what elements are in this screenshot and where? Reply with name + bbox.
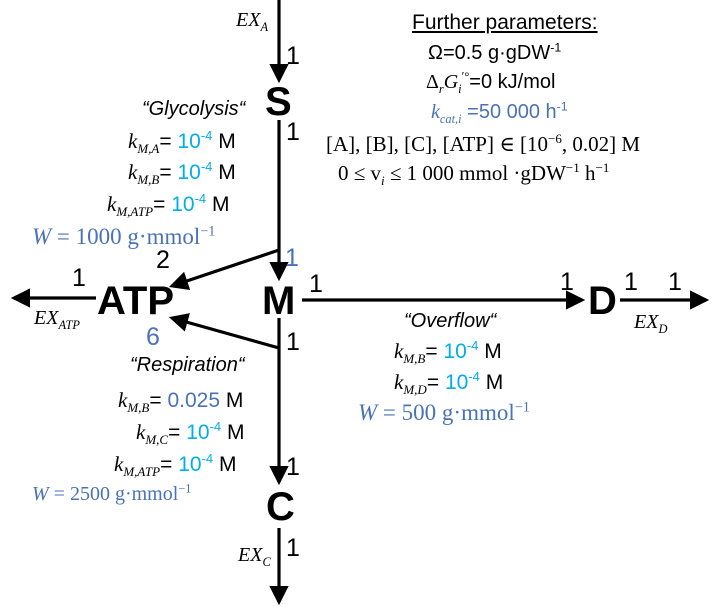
arrow-resp-to-atp <box>168 313 280 350</box>
exchange-d-label: EXD <box>634 311 668 336</box>
flux-bounds: 0 ≤ vi ≤ 1 000 mmol ·gDW−1 h−1 <box>338 160 610 189</box>
coef-m-out-respiration: 1 <box>286 328 300 356</box>
respiration-weight: W = 2500 g·mmol−1 <box>32 481 192 505</box>
exchange-atp-label: EXATP <box>34 307 81 332</box>
coef-atp-respiration: 6 <box>146 323 160 351</box>
metabolite-c: C <box>266 485 295 529</box>
kcat-parameter: kcat,i =50 000 h-1 <box>431 99 568 126</box>
glycolysis-km-b: kM,B= 10-4 M <box>128 159 236 188</box>
exchange-c-label: EXC <box>238 544 271 569</box>
overflow-name: “Overflow“ <box>404 310 497 332</box>
coef-s-out: 1 <box>286 118 300 146</box>
glycolysis-km-atp: kM,ATP= 10-4 M <box>107 191 230 220</box>
overflow-weight: W = 500 g·mmol−1 <box>358 399 530 425</box>
respiration-name: “Respiration“ <box>130 354 245 376</box>
further-parameters-title: Further parameters: <box>412 11 598 34</box>
coef-exa-in: 1 <box>286 42 300 70</box>
respiration-km-c: kM,C= 10-4 M <box>136 419 245 448</box>
glycolysis-km-a: kM,A= 10-4 M <box>128 128 236 157</box>
overflow-km-d: kM,D= 10-4 M <box>394 369 504 398</box>
concentration-bounds: [A], [B], [C], [ATP] ∈ [10−6, 0.02] M <box>326 131 641 156</box>
exchange-a-label: EXA <box>236 9 269 34</box>
omega-parameter: Ω=0.5 g·gDW-1 <box>428 40 562 64</box>
coef-c-out: 1 <box>286 534 300 562</box>
coef-d-in: 1 <box>560 268 574 296</box>
coef-m-out-overflow: 1 <box>309 270 323 298</box>
delta-g-parameter: ΔrGi′°=0 kJ/mol <box>426 69 556 96</box>
arrow-glyc-to-atp <box>168 248 280 290</box>
metabolite-s: S <box>265 80 292 124</box>
metabolite-atp: ATP <box>97 279 175 323</box>
respiration-km-atp: kM,ATP= 10-4 M <box>114 451 237 480</box>
respiration-km-b: kM,B= 0.025 M <box>118 388 244 416</box>
coef-atp-export: 1 <box>72 264 86 292</box>
coef-d-export: 1 <box>668 268 682 296</box>
overflow-km-b: kM,B= 10-4 M <box>394 338 502 367</box>
glycolysis-name: “Glycolysis“ <box>142 98 246 120</box>
coef-c-in: 1 <box>286 453 300 481</box>
metabolite-m: M <box>262 279 296 323</box>
glycolysis-weight: W = 1000 g·mmol−1 <box>32 223 216 249</box>
coef-d-out: 1 <box>624 268 638 296</box>
coef-m-in-glycolysis: 1 <box>285 244 299 272</box>
coef-atp-glycolysis: 2 <box>156 246 170 274</box>
metabolite-d: D <box>588 279 617 323</box>
